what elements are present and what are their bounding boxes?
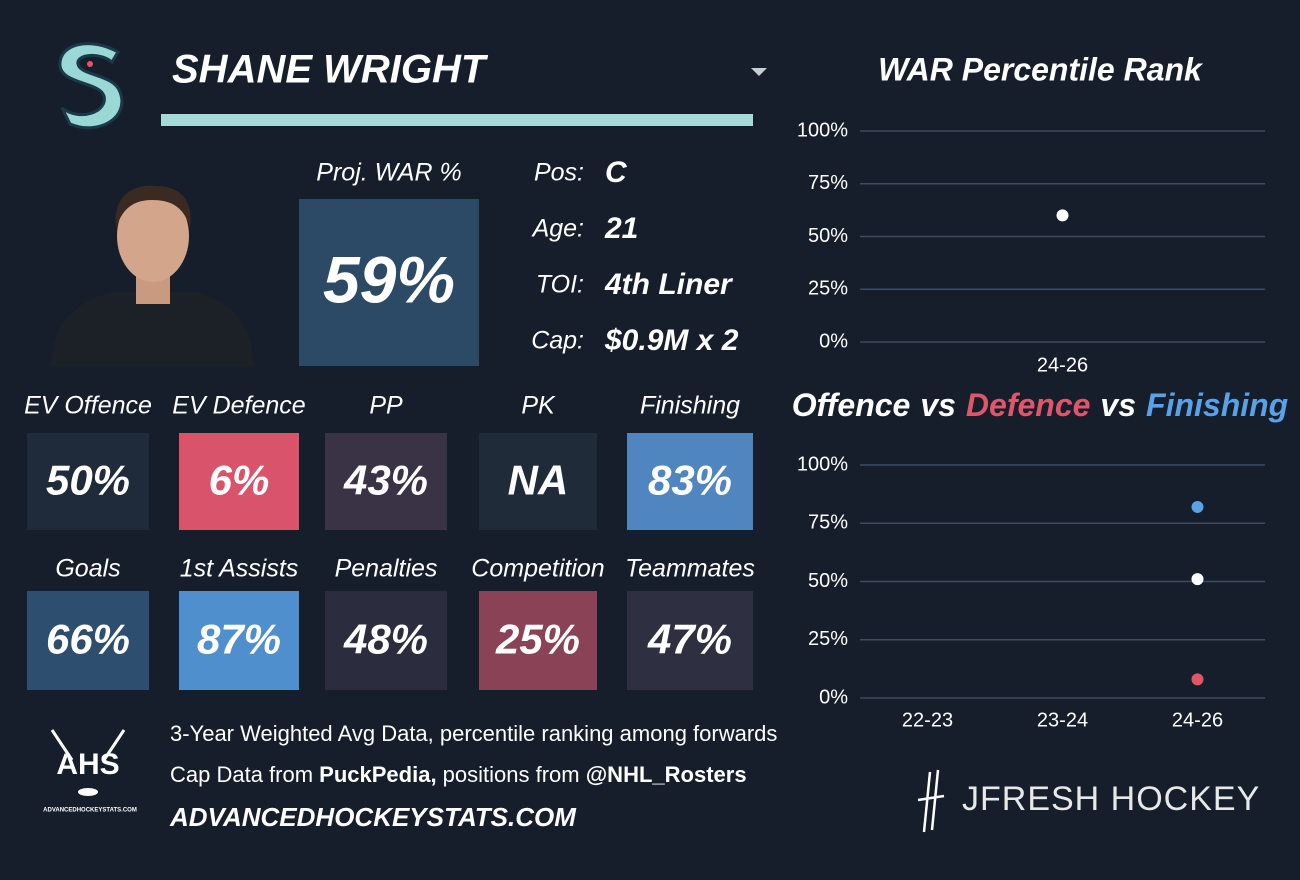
footer-credit: Cap Data from PuckPedia, positions from … (170, 762, 747, 787)
bio: Pos: C Age: 21 TOI: 4th Liner Cap: $0.9M x 2 (531, 156, 739, 357)
y-tick-label: 25% (808, 278, 848, 300)
tile-label: Finishing (640, 392, 740, 420)
footer-website[interactable]: ADVANCEDHOCKEYSTATS.COM (169, 802, 577, 832)
x-tick-label: 22-23 (902, 709, 953, 731)
ahs-logo-text: AHS (56, 748, 119, 781)
y-tick-label: 50% (808, 225, 848, 247)
dropdown-arrow[interactable] (751, 68, 767, 76)
player-photo (50, 185, 254, 366)
projection-value: 59% (323, 242, 455, 316)
footer-note: 3-Year Weighted Avg Data, percentile ran… (170, 721, 777, 746)
legend-entry: Finishing (1146, 387, 1288, 423)
chart-title: Offence vs Defence vs Finishing (792, 387, 1288, 423)
tiles: EV Offence 50% EV Defence 6% PP 43% PK NA Finish… (24, 392, 755, 690)
bio-label: Age: (531, 215, 584, 243)
y-tick-label: 100% (797, 119, 848, 141)
y-tick-label: 75% (808, 512, 848, 534)
tile (179, 433, 299, 530)
point (1191, 673, 1204, 686)
bio-label: Pos: (534, 159, 584, 187)
tile-value: 83% (648, 457, 732, 504)
bio-value: C (605, 156, 628, 189)
tile-value: 25% (495, 616, 580, 663)
y-tick-label: 50% (808, 570, 848, 592)
tile-value: 48% (343, 616, 428, 663)
x-tick-label: 24-26 (1172, 709, 1223, 731)
tile (27, 591, 149, 690)
point (1056, 209, 1069, 222)
bio-label: Cap: (531, 327, 584, 355)
tile (325, 591, 447, 690)
tile (27, 433, 149, 530)
y-tick-label: 25% (808, 628, 848, 650)
tile-value: 6% (209, 457, 270, 504)
tile-value: NA (508, 457, 569, 504)
credit-part: positions from (437, 762, 586, 787)
chart-title: WAR Percentile Rank (878, 51, 1204, 87)
credit-part: @NHL_Rosters (586, 762, 747, 787)
bio-value: 21 (604, 212, 638, 245)
tile-value: 43% (343, 457, 428, 504)
point (1191, 500, 1204, 513)
tile-label: PK (521, 392, 556, 420)
tile-label: PP (369, 392, 403, 420)
ahs-logo: AHS ADVANCEDHOCKEYSTATS.COM (43, 729, 137, 814)
team-logo (58, 42, 124, 130)
legend-entry: Offence (792, 387, 911, 423)
ahs-logo-caption: ADVANCEDHOCKEYSTATS.COM (43, 808, 137, 814)
tile (179, 591, 299, 690)
tile-label: EV Defence (172, 392, 305, 420)
charts: WAR Percentile Rank 0% 25% 50% 75% 100% 24-26 O… (792, 51, 1288, 731)
tile-value: 50% (46, 457, 130, 504)
title-separator: vs (920, 387, 956, 423)
x-tick-label: 23-24 (1037, 709, 1088, 731)
projection-label: Proj. WAR % (316, 159, 461, 187)
tile-label: Competition (471, 555, 604, 583)
credit-part: Cap Data from (170, 762, 319, 787)
bio-value: $0.9M x 2 (604, 324, 739, 357)
projection-box (299, 199, 479, 366)
tile-value: 47% (647, 616, 732, 663)
tile (479, 433, 597, 530)
tile-value: 87% (197, 616, 281, 663)
tile-value: 66% (46, 616, 130, 663)
y-tick-label: 100% (797, 453, 848, 475)
legend-entry: Defence (966, 387, 1091, 423)
name-underline (161, 114, 753, 126)
bio-label: TOI: (536, 271, 584, 299)
tile (627, 433, 753, 530)
x-tick-label: 24-26 (1037, 354, 1088, 376)
tile-label: 1st Assists (180, 555, 299, 583)
tile-label: Penalties (335, 555, 438, 583)
bio-value: 4th Liner (604, 268, 734, 301)
credit-part: PuckPedia, (319, 762, 436, 787)
brand: JFRESH HOCKEY (962, 780, 1260, 818)
player-name: SHANE WRIGHT (172, 48, 489, 92)
y-tick-label: 75% (808, 172, 848, 194)
tile (627, 591, 753, 690)
y-tick-label: 0% (819, 686, 848, 708)
tile-label: EV Offence (24, 392, 152, 420)
tile (479, 591, 597, 690)
tile (325, 433, 447, 530)
jfresh-logo (917, 769, 945, 833)
point (1191, 573, 1204, 586)
tile-label: Goals (55, 555, 120, 583)
tile-label: Teammates (625, 555, 755, 583)
y-tick-label: 0% (819, 330, 848, 352)
title-separator: vs (1100, 387, 1136, 423)
